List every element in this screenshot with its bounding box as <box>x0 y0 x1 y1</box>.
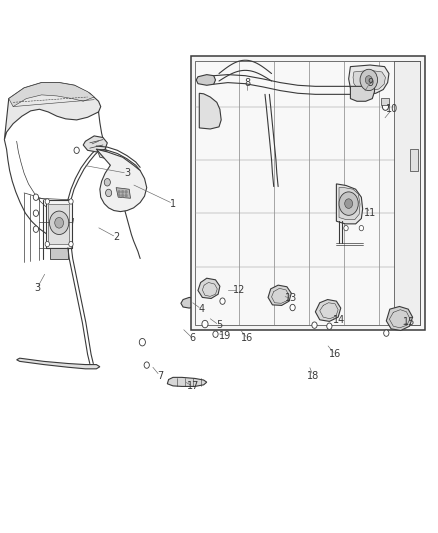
Circle shape <box>33 194 39 200</box>
Circle shape <box>360 69 378 91</box>
Text: 9: 9 <box>367 78 373 87</box>
Polygon shape <box>336 184 363 224</box>
Circle shape <box>69 199 73 204</box>
Circle shape <box>104 179 110 186</box>
Circle shape <box>202 320 208 328</box>
Text: 12: 12 <box>233 286 245 295</box>
Polygon shape <box>83 136 107 152</box>
Polygon shape <box>167 377 207 386</box>
Circle shape <box>33 226 39 232</box>
Text: 8: 8 <box>244 78 251 87</box>
Circle shape <box>125 190 127 193</box>
Circle shape <box>45 199 49 204</box>
Text: 16: 16 <box>329 350 341 359</box>
Polygon shape <box>99 150 109 158</box>
Polygon shape <box>410 149 418 171</box>
Text: 15: 15 <box>403 318 416 327</box>
Polygon shape <box>268 285 291 305</box>
Circle shape <box>118 194 120 197</box>
Polygon shape <box>198 278 220 298</box>
Circle shape <box>384 330 389 336</box>
Circle shape <box>213 331 218 337</box>
Circle shape <box>344 225 348 231</box>
Text: 16: 16 <box>241 334 254 343</box>
Text: 14: 14 <box>333 315 346 325</box>
Circle shape <box>327 323 332 329</box>
Polygon shape <box>9 83 94 107</box>
Circle shape <box>74 147 79 154</box>
Polygon shape <box>181 297 197 308</box>
Polygon shape <box>339 188 360 220</box>
Circle shape <box>382 103 389 110</box>
Circle shape <box>33 210 39 216</box>
Circle shape <box>118 190 120 193</box>
Text: 6: 6 <box>190 334 196 343</box>
Circle shape <box>49 211 69 235</box>
Polygon shape <box>96 149 147 212</box>
Text: 2: 2 <box>113 232 119 242</box>
Polygon shape <box>386 306 413 330</box>
Circle shape <box>121 194 124 197</box>
Circle shape <box>312 322 317 328</box>
Polygon shape <box>394 61 420 325</box>
Text: 11: 11 <box>364 208 376 218</box>
Circle shape <box>220 298 225 304</box>
Circle shape <box>55 217 64 228</box>
Circle shape <box>69 241 73 247</box>
Text: 19: 19 <box>219 331 232 341</box>
Polygon shape <box>350 86 374 101</box>
Circle shape <box>365 76 372 84</box>
Polygon shape <box>199 93 221 129</box>
Polygon shape <box>116 188 131 198</box>
Text: 18: 18 <box>307 371 319 381</box>
Circle shape <box>45 241 49 247</box>
Text: 5: 5 <box>216 320 222 330</box>
Circle shape <box>121 190 124 193</box>
Polygon shape <box>4 83 101 140</box>
Circle shape <box>106 189 112 197</box>
Circle shape <box>345 199 353 208</box>
Polygon shape <box>50 248 68 259</box>
Circle shape <box>125 194 127 197</box>
Circle shape <box>139 338 145 346</box>
Text: 3: 3 <box>124 168 130 178</box>
Bar <box>381 98 389 105</box>
Circle shape <box>359 225 364 231</box>
Text: 17: 17 <box>187 382 199 391</box>
Circle shape <box>144 362 149 368</box>
Polygon shape <box>196 75 215 85</box>
Polygon shape <box>349 65 389 94</box>
Polygon shape <box>353 70 385 91</box>
Text: 7: 7 <box>157 371 163 381</box>
Circle shape <box>290 304 295 311</box>
Text: 3: 3 <box>34 283 40 293</box>
Polygon shape <box>315 300 341 321</box>
Polygon shape <box>46 200 72 248</box>
Polygon shape <box>195 61 420 325</box>
Polygon shape <box>191 56 425 330</box>
Text: 4: 4 <box>198 304 205 314</box>
Text: 1: 1 <box>170 199 176 208</box>
Polygon shape <box>48 204 69 244</box>
Circle shape <box>339 192 358 215</box>
Polygon shape <box>17 358 100 369</box>
Text: 10: 10 <box>386 104 398 114</box>
Text: 13: 13 <box>285 294 297 303</box>
